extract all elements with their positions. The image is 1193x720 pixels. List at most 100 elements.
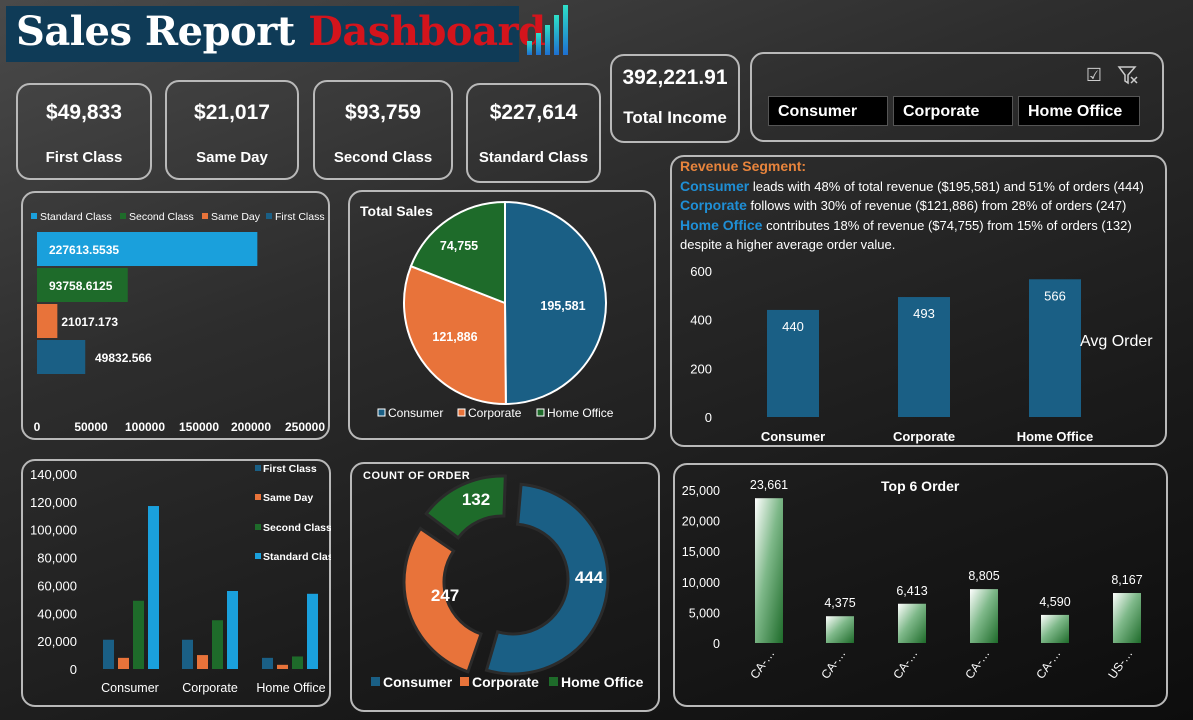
data-label: 74,755 <box>440 239 478 253</box>
y-tick-label: 200 <box>690 361 712 376</box>
consumer-insight: Consumer leads with 48% of total revenue… <box>680 177 1160 197</box>
shipping-bar-chart: Standard Class Second Class Same Day First … <box>31 211 325 434</box>
legend-swatch <box>371 677 380 686</box>
kpi-label: Standard Class <box>478 149 589 166</box>
x-tick-label: 100000 <box>125 420 165 434</box>
bar <box>37 232 258 266</box>
data-label: 444 <box>575 568 604 587</box>
data-label: 8,805 <box>968 569 999 583</box>
consumer-name: Consumer <box>680 177 750 194</box>
legend-swatch <box>31 213 37 219</box>
total-sales-pie: Total Sales 195,581 121,886 74,755 Consumer… <box>360 200 614 420</box>
chart-title: Top 6 Order <box>881 478 960 494</box>
x-tick-label: 200000 <box>231 420 271 434</box>
kpi-label: Same Day <box>196 149 268 166</box>
legend-label: Corporate <box>468 406 522 420</box>
y-tick-label: 10,000 <box>682 576 720 590</box>
top-orders-chart: Top 6 Order 25,000 20,000 15,000 10,000 5,00… <box>682 478 1143 682</box>
slicer-option-home-office[interactable]: Home Office <box>1018 96 1140 126</box>
data-label: 566 <box>1044 288 1066 303</box>
data-label: 227613.5535 <box>49 243 119 257</box>
multi-select-icon[interactable]: ☑ <box>1085 65 1103 85</box>
legend-swatch <box>377 408 386 417</box>
bar <box>292 656 303 669</box>
count-of-order-panel <box>350 462 660 712</box>
slicer-option-corporate[interactable]: Corporate <box>893 96 1013 126</box>
bar <box>262 657 273 669</box>
legend-label: Consumer <box>383 674 453 690</box>
y-tick-label: 400 <box>690 313 712 328</box>
x-tick-label: 50000 <box>74 420 108 434</box>
data-label: 6,413 <box>896 584 927 598</box>
home-office-text: contributes 18% of revenue ($74,755) fro… <box>680 217 1132 253</box>
pie-slice <box>504 200 607 406</box>
y-tick-label: 20,000 <box>37 634 77 649</box>
y-tick-label: 120,000 <box>30 495 77 510</box>
legend-label: Second Class <box>263 522 331 534</box>
x-tick-label: Home Office <box>1017 429 1094 444</box>
kpi-label: Total Income <box>623 108 727 127</box>
kpi-second-class: $93,759 Second Class <box>313 80 453 180</box>
legend-label: Consumer <box>388 406 443 420</box>
bar <box>755 498 783 643</box>
consumer-text: leads with 48% of total revenue ($195,58… <box>749 178 1144 194</box>
bar <box>148 506 159 669</box>
legend-swatch <box>255 494 261 500</box>
revenue-heading: Revenue Segment: <box>680 158 807 174</box>
y-tick-label: 0 <box>70 662 77 677</box>
bar <box>103 639 114 669</box>
chart-title: COUNT OF ORDER <box>363 470 470 482</box>
legend-label: Same Day <box>263 492 313 504</box>
title-banner <box>6 6 519 62</box>
pie-slice <box>403 264 507 405</box>
bar <box>1029 279 1081 417</box>
legend-label: Standard Class <box>263 551 331 563</box>
clear-filter-icon[interactable] <box>1116 64 1140 86</box>
data-label: 493 <box>913 306 935 321</box>
data-label: 4,375 <box>824 596 855 610</box>
segment-shipping-panel <box>21 459 331 707</box>
revenue-segment-summary: Revenue Segment: Consumer leads with 48%… <box>680 157 1160 255</box>
kpi-value: $93,759 <box>345 101 421 124</box>
data-label: 247 <box>431 586 459 605</box>
x-tick-label: Corporate <box>182 681 238 695</box>
kpi-value: $49,833 <box>46 101 122 124</box>
corporate-text: follows with 30% of revenue ($121,886) f… <box>746 198 1127 213</box>
legend-swatch <box>120 213 126 219</box>
corporate-insight: Corporate follows with 30% of revenue ($… <box>680 196 1160 216</box>
home-office-insight: Home Office contributes 18% of revenue (… <box>680 216 1160 255</box>
bar <box>197 655 208 669</box>
x-tick-label: 150000 <box>179 420 219 434</box>
kpi-label: Second Class <box>333 149 433 166</box>
title-part2: Dashboard <box>308 8 546 55</box>
count-of-order-doughnut: COUNT OF ORDER 444 247 132 Consumer Corporat… <box>363 470 644 690</box>
x-tick-label: CA-… <box>818 647 848 682</box>
slicer-option-consumer[interactable]: Consumer <box>768 96 888 126</box>
segment-shipping-chart: 140,000 120,000 100,000 80,000 60,000 40,000 2… <box>30 463 331 695</box>
page-title: Sales Report Dashboard <box>16 8 546 55</box>
y-tick-label: 0 <box>713 637 720 651</box>
shipping-bar-panel <box>21 191 330 440</box>
data-label: 8,167 <box>1111 573 1142 587</box>
kpi-value: $21,017 <box>194 101 270 124</box>
x-tick-label: Corporate <box>893 429 955 444</box>
bar <box>1041 614 1069 643</box>
y-tick-label: 80,000 <box>37 551 77 566</box>
legend-label: First Class <box>275 211 325 223</box>
bar <box>898 297 950 417</box>
y-tick-label: 15,000 <box>682 545 720 559</box>
kpi-total-income: 392,221.91 Total Income <box>610 54 740 143</box>
y-tick-label: 60,000 <box>37 578 77 593</box>
title-part1: Sales Report <box>16 8 295 55</box>
y-tick-label: 600 <box>690 264 712 279</box>
y-tick-label: 5,000 <box>689 606 720 620</box>
kpi-standard-class: $227,614 Standard Class <box>466 83 601 183</box>
y-tick-label: 20,000 <box>682 515 720 529</box>
kpi-value: 392,221.91 <box>622 66 728 89</box>
revenue-segment-panel <box>670 155 1167 447</box>
data-label: 132 <box>462 490 490 509</box>
corporate-name: Corporate <box>680 197 747 213</box>
data-label: 49832.566 <box>95 351 152 365</box>
y-tick-label: 40,000 <box>37 606 77 621</box>
